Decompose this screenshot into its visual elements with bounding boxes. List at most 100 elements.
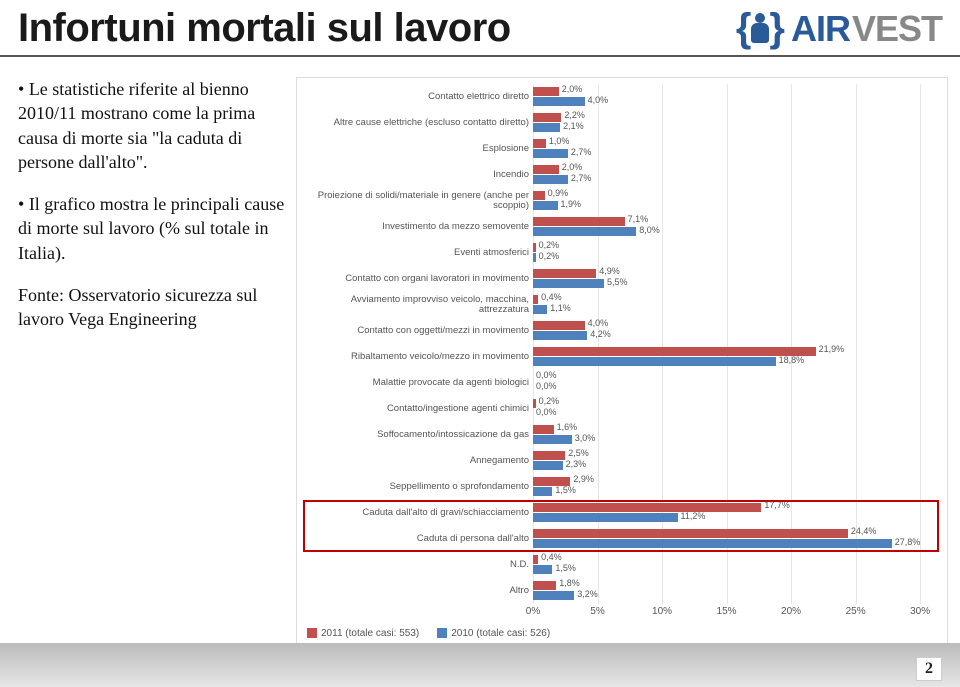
chart: Contatto elettrico diretto2,0%4,0%Altre … [296,77,948,644]
chart-row: Altre cause elettriche (escluso contatto… [303,110,941,136]
chart-row: Contatto con oggetti/mezzi in movimento 4… [303,318,941,344]
bullet-2: • Il grafico mostra le principali cause … [18,192,292,265]
chart-legend: 2011 (totale casi: 553) 2010 (totale cas… [307,628,941,639]
content: • Le statistiche riferite al bienno 2010… [0,57,960,652]
value-label-2010: 2,7% [571,147,592,157]
value-label-2010: 5,5% [607,277,628,287]
chart-row: Incendio 2,0%2,7% [303,162,941,188]
chart-xaxis: 0%5%10%15%20%25%30% [533,604,933,622]
value-label-2011: 0,4% [541,292,562,302]
value-label-2010: 3,2% [577,589,598,599]
category-label: Esplosione [303,144,533,154]
category-label: Investimento da mezzo semovente [303,222,533,232]
category-label: Contatto con organi lavoratori in movime… [303,274,533,284]
chart-row: Avviamento improvviso veicolo, macchina,… [303,292,941,318]
category-label: Caduta dall'alto di gravi/schiacciamento [303,508,533,518]
legend-item-2010: 2010 (totale casi: 526) [437,628,550,639]
value-label-2011: 2,2% [564,110,585,120]
value-label-2011: 4,0% [588,318,609,328]
value-label-2010: 27,8% [895,537,921,547]
bar-2010 [533,123,560,132]
category-label: Soffocamento/intossicazione da gas [303,430,533,440]
bar-2011 [533,113,561,122]
chart-row: Eventi atmosferici0,2%0,2% [303,240,941,266]
category-label: Contatto elettrico diretto [303,92,533,102]
category-label: Contatto/ingestione agenti chimici [303,404,533,414]
chart-row: Contatto/ingestione agenti chimici0,2%0,… [303,396,941,422]
xtick-label: 30% [910,606,930,617]
bar-2011 [533,425,554,434]
value-label-2011: 0,9% [548,188,569,198]
chart-row: Investimento da mezzo semovente7,1%8,0% [303,214,941,240]
category-label: Incendio [303,170,533,180]
category-label: Contatto con oggetti/mezzi in movimento [303,326,533,336]
bar-2010 [533,591,574,600]
chart-row: Seppellimento o sprofondamento2,9%1,5% [303,474,941,500]
bar-2011 [533,503,761,512]
chart-row: N.D. 0,4%1,5% [303,552,941,578]
chart-row: Ribaltamento veicolo/mezzo in movimento2… [303,344,941,370]
bar-2011 [533,347,816,356]
value-label-2010: 2,7% [571,173,592,183]
bar-2011 [533,87,559,96]
value-label-2011: 0,2% [539,240,560,250]
category-label: Eventi atmosferici [303,248,533,258]
value-label-2011: 2,9% [573,474,594,484]
value-label-2011: 0,0% [536,370,557,380]
bar-2011 [533,243,536,252]
bar-2010 [533,357,776,366]
value-label-2011: 0,4% [541,552,562,562]
value-label-2011: 4,9% [599,266,620,276]
value-label-2010: 8,0% [639,225,660,235]
chart-row: Caduta di persona dall'alto24,4%27,8% [303,526,941,552]
page-number: 2 [916,657,942,681]
category-label: Avviamento improvviso veicolo, macchina,… [303,295,533,315]
chart-row: Contatto elettrico diretto2,0%4,0% [303,84,941,110]
chart-row: Esplosione1,0%2,7% [303,136,941,162]
bullet-3: Fonte: Osservatorio sicurezza sul lavoro… [18,283,292,332]
brace-open-icon: { [736,6,752,51]
category-label: Caduta di persona dall'alto [303,534,533,544]
bar-2011 [533,555,538,564]
value-label-2010: 11,2% [681,511,706,521]
value-label-2011: 1,8% [559,578,580,588]
bar-2010 [533,565,552,574]
logo-text-air: AIR [791,8,850,50]
footer-bar [0,643,960,687]
xtick-label: 20% [781,606,801,617]
value-label-2010: 3,0% [575,433,596,443]
chart-row: Proiezione di solidi/materiale in genere… [303,188,941,214]
bar-2011 [533,295,538,304]
bullet-1: • Le statistiche riferite al bienno 2010… [18,77,292,174]
bar-2010 [533,305,547,314]
category-label: Malattie provocate da agenti biologici [303,378,533,388]
value-label-2010: 0,0% [536,381,557,391]
chart-row: Contatto con organi lavoratori in movime… [303,266,941,292]
chart-row: Malattie provocate da agenti biologici0,… [303,370,941,396]
value-label-2011: 2,0% [562,162,583,172]
value-label-2010: 1,1% [550,303,571,313]
xtick-label: 25% [846,606,866,617]
bar-2011 [533,217,625,226]
xtick-label: 5% [590,606,604,617]
brace-close-icon: } [769,6,785,51]
bar-2011 [533,139,546,148]
bar-2010 [533,175,568,184]
person-icon [751,13,769,45]
category-label: Altre cause elettriche (escluso contatto… [303,118,533,128]
category-label: N.D. [303,560,533,570]
value-label-2011: 2,5% [568,448,589,458]
value-label-2010: 1,5% [555,485,576,495]
slide-header: Infortuni mortali sul lavoro { } AIRVEST [0,0,960,57]
bar-2011 [533,529,848,538]
bar-2010 [533,487,552,496]
bar-2010 [533,201,558,210]
category-label: Annegamento [303,456,533,466]
value-label-2010: 1,5% [555,563,576,573]
chart-row: Soffocamento/intossicazione da gas 1,6%3,… [303,422,941,448]
text-column: • Le statistiche riferite al bienno 2010… [18,77,292,644]
value-label-2010: 2,3% [566,459,587,469]
value-label-2010: 4,2% [590,329,611,339]
value-label-2011: 1,6% [557,422,578,432]
bar-2010 [533,513,678,522]
